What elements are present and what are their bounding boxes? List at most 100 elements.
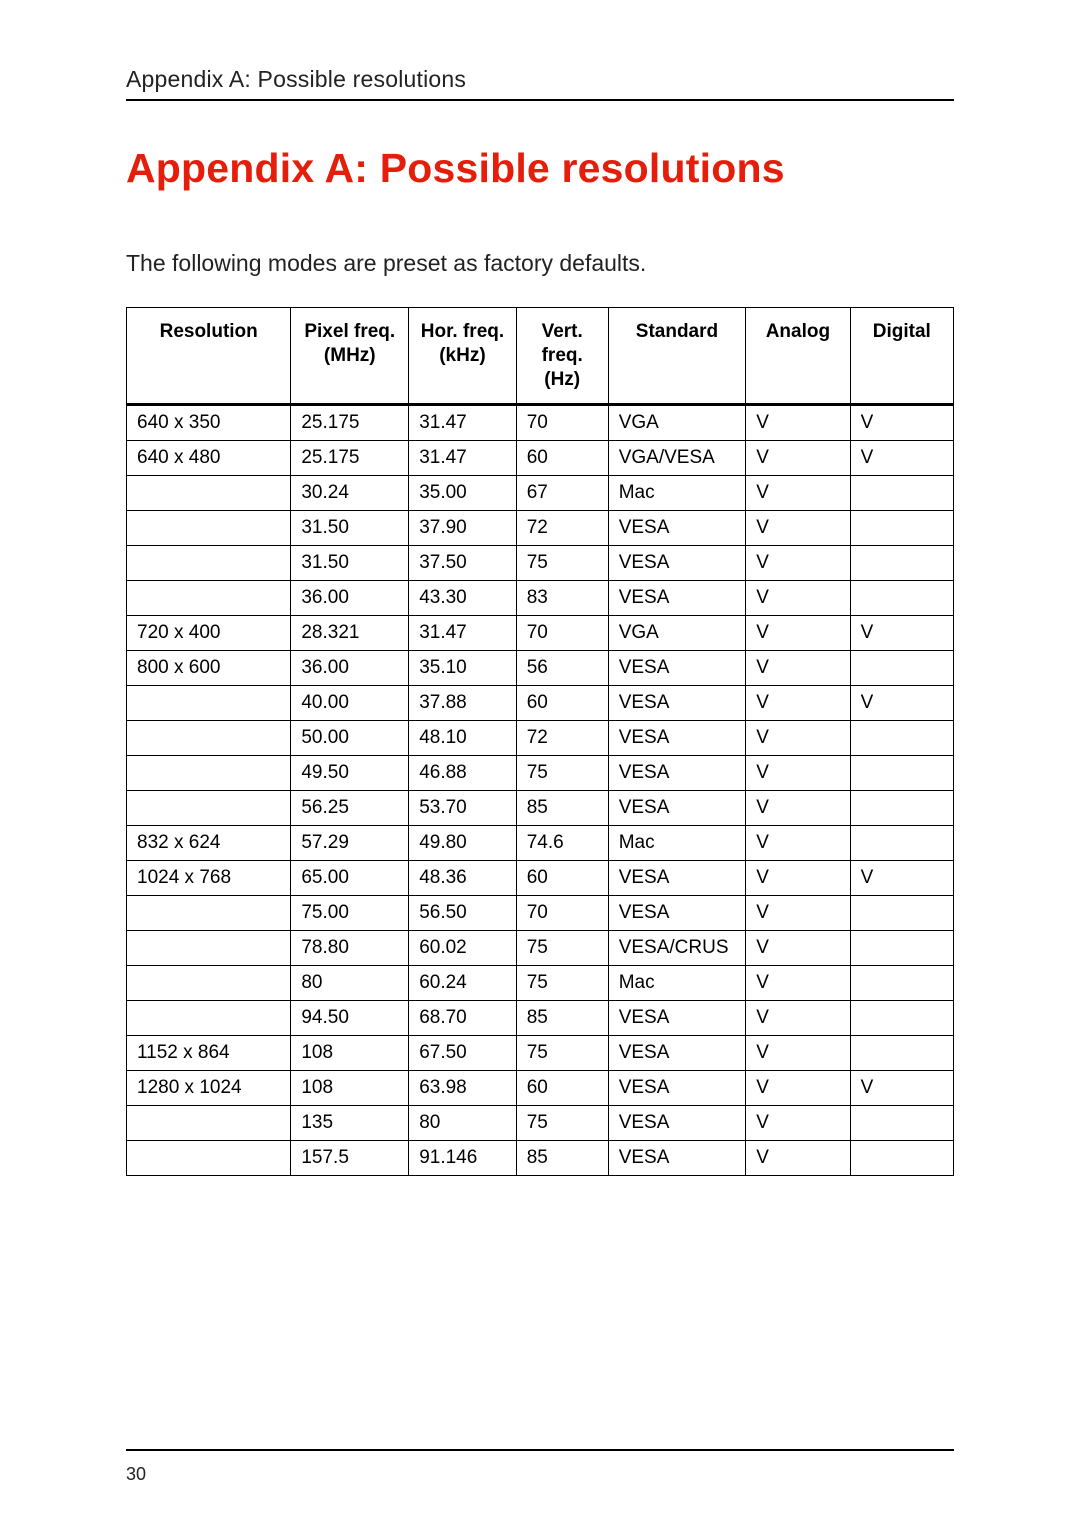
table-cell: 31.50 [291, 511, 409, 546]
table-row: 157.591.14685VESAV [127, 1141, 954, 1176]
table-cell: VESA [608, 1001, 745, 1036]
table-row: 800 x 60036.0035.1056VESAV [127, 651, 954, 686]
table-cell [850, 826, 953, 861]
table-cell: V [746, 896, 850, 931]
table-cell: 31.47 [409, 405, 517, 441]
table-cell: VESA [608, 686, 745, 721]
table-cell: VGA [608, 616, 745, 651]
table-cell [850, 476, 953, 511]
table-cell [127, 721, 291, 756]
table-cell [127, 1106, 291, 1141]
table-cell: 43.30 [409, 581, 517, 616]
page-number: 30 [126, 1464, 146, 1485]
table-cell [850, 651, 953, 686]
table-cell: 48.36 [409, 861, 517, 896]
table-cell: V [850, 1071, 953, 1106]
table-cell: 60.02 [409, 931, 517, 966]
table-cell: 31.47 [409, 616, 517, 651]
table-cell: Mac [608, 966, 745, 1001]
table-cell: 48.10 [409, 721, 517, 756]
table-cell [850, 896, 953, 931]
table-cell [127, 686, 291, 721]
table-cell: 108 [291, 1071, 409, 1106]
table-row: 49.5046.8875VESAV [127, 756, 954, 791]
table-cell [127, 1141, 291, 1176]
table-cell [850, 511, 953, 546]
table-cell: 70 [516, 405, 608, 441]
table-cell: 70 [516, 616, 608, 651]
table-cell [850, 1001, 953, 1036]
column-header: Vert. freq. (Hz) [516, 308, 608, 405]
table-cell: 720 x 400 [127, 616, 291, 651]
table-cell: 78.80 [291, 931, 409, 966]
running-head: Appendix A: Possible resolutions [126, 66, 954, 101]
column-header: Resolution [127, 308, 291, 405]
table-cell [127, 511, 291, 546]
table-cell: Mac [608, 826, 745, 861]
table-cell: 36.00 [291, 651, 409, 686]
table-cell: 74.6 [516, 826, 608, 861]
table-cell: 60.24 [409, 966, 517, 1001]
table-cell: V [746, 1106, 850, 1141]
table-row: 1024 x 76865.0048.3660VESAVV [127, 861, 954, 896]
table-cell: 85 [516, 1141, 608, 1176]
table-cell: 30.24 [291, 476, 409, 511]
table-cell: V [746, 1141, 850, 1176]
table-cell: 25.175 [291, 405, 409, 441]
table-cell: V [850, 686, 953, 721]
table-cell: V [746, 441, 850, 476]
intro-paragraph: The following modes are preset as factor… [126, 250, 954, 277]
page: Appendix A: Possible resolutions Appendi… [0, 0, 1080, 1529]
table-cell: 31.47 [409, 441, 517, 476]
table-cell: 50.00 [291, 721, 409, 756]
table-row: 31.5037.9072VESAV [127, 511, 954, 546]
table-row: 1152 x 86410867.5075VESAV [127, 1036, 954, 1071]
table-cell: 60 [516, 861, 608, 896]
footer-rule [126, 1449, 954, 1451]
table-cell: 67.50 [409, 1036, 517, 1071]
table-cell: 37.90 [409, 511, 517, 546]
table-row: 50.0048.1072VESAV [127, 721, 954, 756]
table-cell: V [746, 826, 850, 861]
table-cell: 35.00 [409, 476, 517, 511]
table-cell: V [746, 686, 850, 721]
table-cell: 1152 x 864 [127, 1036, 291, 1071]
table-row: 31.5037.5075VESAV [127, 546, 954, 581]
table-cell: 72 [516, 721, 608, 756]
table-cell: Mac [608, 476, 745, 511]
table-cell: VESA [608, 1036, 745, 1071]
table-cell: 83 [516, 581, 608, 616]
table-cell: 75 [516, 931, 608, 966]
table-cell: 56.25 [291, 791, 409, 826]
table-cell: 31.50 [291, 546, 409, 581]
table-cell: 67 [516, 476, 608, 511]
table-cell: V [746, 721, 850, 756]
table-cell: VGA [608, 405, 745, 441]
column-header: Digital [850, 308, 953, 405]
page-title: Appendix A: Possible resolutions [126, 145, 954, 192]
table-cell [127, 931, 291, 966]
table-cell: VESA [608, 511, 745, 546]
table-cell: VESA [608, 791, 745, 826]
table-cell [850, 791, 953, 826]
table-cell [127, 581, 291, 616]
table-cell: 800 x 600 [127, 651, 291, 686]
table-cell: 135 [291, 1106, 409, 1141]
table-cell: V [746, 546, 850, 581]
table-cell: VESA [608, 1141, 745, 1176]
table-cell: V [850, 441, 953, 476]
table-cell: 108 [291, 1036, 409, 1071]
table-cell: 25.175 [291, 441, 409, 476]
table-cell: 75 [516, 546, 608, 581]
table-cell: V [746, 966, 850, 1001]
table-cell: V [746, 1001, 850, 1036]
table-cell: 91.146 [409, 1141, 517, 1176]
table-cell: VESA [608, 1071, 745, 1106]
table-cell: VESA [608, 756, 745, 791]
table-cell [850, 581, 953, 616]
table-cell: V [746, 616, 850, 651]
table-cell: V [746, 651, 850, 686]
table-cell: 60 [516, 1071, 608, 1106]
table-cell: 1024 x 768 [127, 861, 291, 896]
table-cell: 157.5 [291, 1141, 409, 1176]
